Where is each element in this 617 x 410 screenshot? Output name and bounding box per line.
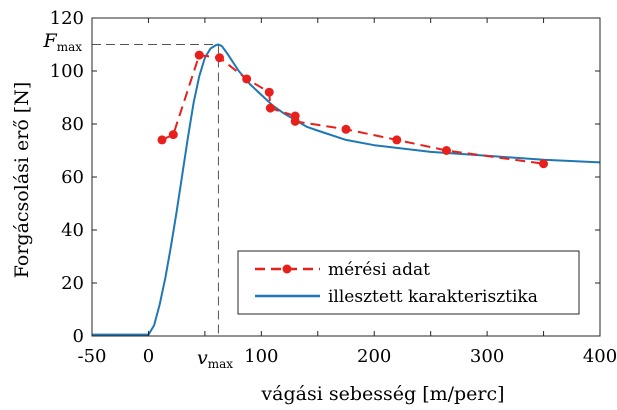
y-tick-label: 100 (50, 61, 84, 82)
legend-marker-measured (282, 264, 292, 274)
x-tick-label: 200 (357, 346, 391, 367)
data-point-measured (242, 74, 252, 84)
fmax-base: F (43, 30, 58, 52)
legend-label-fitted: illesztett karakterisztika (328, 287, 538, 307)
vmax-annotation: vmax (197, 347, 233, 371)
y-tick-label: 80 (61, 114, 84, 135)
legend-box (237, 250, 580, 315)
fmax-sub: max (57, 40, 83, 54)
x-tick-label: 100 (244, 346, 278, 367)
x-tick-label: 0 (143, 346, 154, 367)
x-tick-label: 300 (470, 346, 504, 367)
peak-guide-lines (92, 44, 219, 336)
data-point-measured (215, 53, 225, 63)
vmax-sub: max (208, 357, 234, 371)
series-layer (92, 43, 601, 336)
x-axis-label: vágási sebesség [m/perc] (260, 383, 504, 405)
data-point-measured (441, 146, 451, 155)
y-tick-label: 0 (73, 326, 84, 347)
series-line-fitted (92, 43, 601, 336)
data-point-measured (539, 159, 549, 169)
y-axis-label: Forgácsolási erő [N] (11, 82, 33, 279)
data-point-measured (290, 116, 300, 126)
legend: mérési adat illesztett karakterisztika (237, 250, 580, 315)
data-point-measured (265, 103, 275, 113)
data-point-measured (168, 130, 178, 140)
y-tick-label: 40 (61, 220, 84, 241)
x-tick-label: 400 (583, 346, 617, 367)
data-point-measured (341, 124, 351, 134)
y-tick-label: 60 (61, 167, 84, 188)
data-point-measured (392, 135, 402, 145)
vmax-base: v (197, 347, 208, 369)
y-tick-label: 20 (61, 273, 84, 294)
y-tick-label: 120 (50, 8, 84, 29)
x-tick-label: -50 (78, 346, 107, 367)
legend-label-measured: mérési adat (328, 260, 430, 280)
data-point-measured (264, 87, 274, 97)
data-point-measured (157, 135, 167, 145)
data-point-measured (194, 50, 204, 60)
fmax-annotation: Fmax (43, 30, 83, 54)
